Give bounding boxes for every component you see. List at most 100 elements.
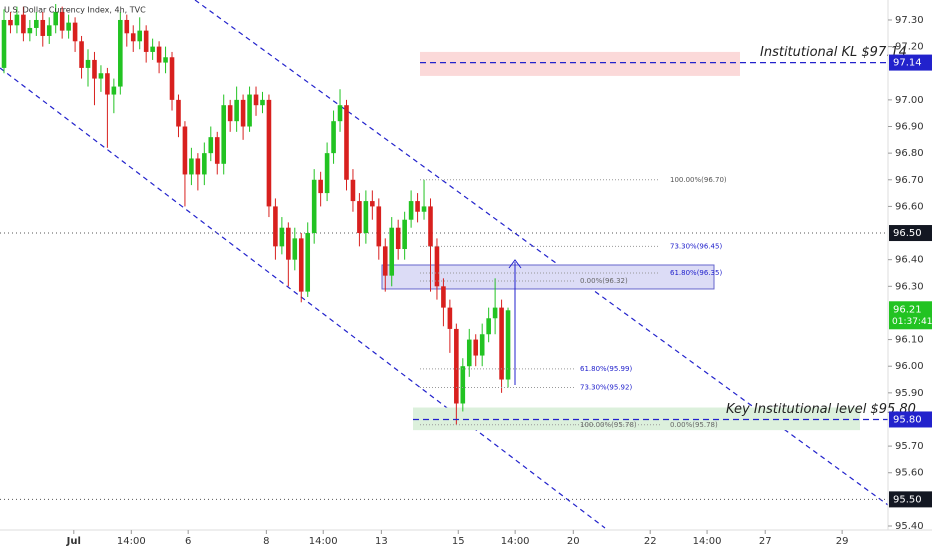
candle-body (402, 219, 407, 250)
candle-body (21, 14, 26, 34)
candle-body (234, 99, 239, 122)
y-tick-label: 96.10 (895, 335, 924, 346)
countdown: 01:37:41 (892, 317, 932, 327)
candle-body (434, 246, 440, 287)
fib-label: 61.80%(96.35) (670, 269, 722, 277)
candle-body (195, 158, 201, 175)
candle-body (492, 307, 498, 319)
candle-body (189, 158, 194, 175)
candle-body (130, 33, 136, 42)
price-label: 96.50 (893, 228, 922, 239)
candle-body (260, 99, 265, 106)
last-price-bg (889, 301, 932, 330)
candle-body (389, 227, 395, 276)
candle-body (72, 22, 78, 42)
candle-body (92, 59, 97, 79)
y-tick-label: 95.90 (895, 388, 924, 399)
price-label: 97.14 (893, 58, 922, 69)
y-tick-label: 96.00 (895, 361, 924, 372)
candle-body (408, 201, 414, 220)
candle-body (137, 30, 143, 42)
candle-body (8, 19, 13, 26)
candle-body (344, 105, 349, 180)
candle-body (214, 137, 220, 164)
candle-body (66, 22, 71, 31)
level-zone (420, 51, 740, 76)
x-tick-label: 29 (836, 536, 849, 547)
candle-body (318, 179, 323, 194)
candle-body (98, 73, 104, 79)
y-tick-label: 96.80 (895, 148, 924, 159)
candle-body (79, 41, 84, 68)
candle-body (253, 94, 259, 106)
x-tick-label: 14:00 (117, 536, 146, 547)
candle-body (105, 73, 110, 95)
candle-body (279, 227, 285, 247)
price-label-bg (889, 54, 932, 71)
x-tick-label: 6 (185, 536, 191, 547)
candle-body (169, 57, 175, 100)
candle-body (118, 19, 123, 87)
x-tick-label: 15 (452, 536, 465, 547)
candle-body (240, 99, 246, 127)
candle-body (447, 307, 453, 329)
candle-body (357, 201, 362, 234)
candle-body (298, 238, 304, 292)
last-price-label: 96.21 (893, 304, 922, 315)
candle-body (163, 57, 168, 63)
candle-body (376, 206, 382, 247)
y-tick-label: 95.60 (895, 468, 924, 479)
candle-body (370, 201, 375, 207)
price-label: 95.50 (893, 494, 922, 505)
candle-body (292, 238, 298, 260)
price-label-bg (889, 491, 932, 508)
candle-body (363, 201, 369, 234)
candle-body (40, 19, 46, 36)
fib-label: 61.80%(95.99) (580, 365, 632, 373)
y-tick-label: 96.40 (895, 255, 924, 266)
candle-body (150, 46, 155, 52)
x-tick-label: 20 (567, 536, 580, 547)
candle-body (182, 126, 188, 175)
candle-body (454, 328, 459, 404)
candle-body (428, 206, 433, 247)
y-tick-label: 96.30 (895, 281, 924, 292)
candle-body (27, 27, 33, 34)
candle-body (460, 366, 466, 404)
price-label-bg (889, 411, 932, 428)
candle-body (421, 206, 427, 212)
x-tick-label: 22 (644, 536, 657, 547)
level-annotation: Key Institutional level $95.80 (726, 402, 916, 417)
candle-body (34, 19, 39, 28)
x-tick-label: 14:00 (501, 536, 530, 547)
y-tick-label: 96.70 (895, 175, 924, 186)
candle-body (124, 19, 130, 34)
candle-body (1, 19, 7, 68)
price-label: 95.80 (893, 414, 922, 425)
candle-body (266, 99, 272, 207)
zone-box (381, 264, 715, 290)
candle-body (311, 179, 317, 234)
candle-body (53, 11, 59, 26)
candle-body (382, 246, 388, 276)
candle-body (350, 179, 356, 202)
y-tick-label: 97.30 (895, 15, 924, 26)
y-tick-label: 96.60 (895, 201, 924, 212)
candle-body (202, 153, 207, 175)
price-label-bg (889, 225, 932, 242)
candle-body (59, 11, 65, 31)
fib-label: 73.30%(95.92) (580, 384, 632, 392)
y-tick-label: 96.90 (895, 122, 924, 133)
candle-body (466, 339, 472, 367)
candle-body (499, 307, 504, 380)
candle-body (85, 59, 91, 68)
candle-body (473, 339, 479, 356)
candle-body (395, 227, 401, 250)
x-tick-label: 13 (375, 536, 388, 547)
candle-body (479, 334, 485, 356)
fib-label: 100.00%(96.70) (670, 176, 727, 184)
candle-body (111, 86, 117, 95)
x-tick-label: 14:00 (693, 536, 722, 547)
x-tick-label: 27 (759, 536, 772, 547)
